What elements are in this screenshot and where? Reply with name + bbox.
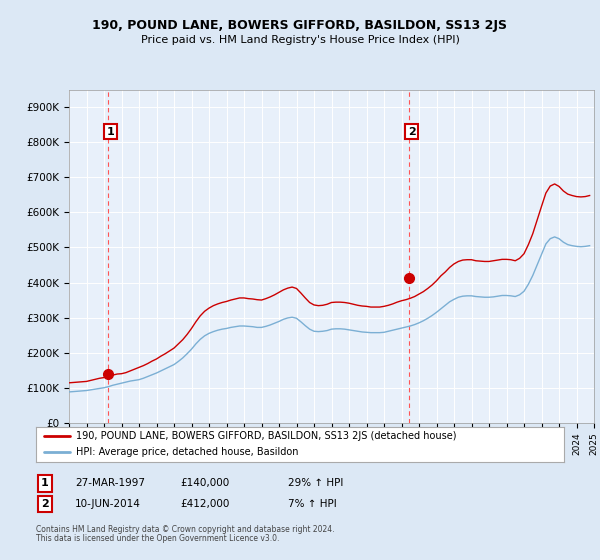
Text: Price paid vs. HM Land Registry's House Price Index (HPI): Price paid vs. HM Land Registry's House … [140,35,460,45]
Text: 2: 2 [408,127,416,137]
Text: 1: 1 [107,127,115,137]
Text: 190, POUND LANE, BOWERS GIFFORD, BASILDON, SS13 2JS: 190, POUND LANE, BOWERS GIFFORD, BASILDO… [92,18,508,32]
Text: 29% ↑ HPI: 29% ↑ HPI [288,478,343,488]
Text: This data is licensed under the Open Government Licence v3.0.: This data is licensed under the Open Gov… [36,534,280,543]
Text: £412,000: £412,000 [180,499,229,509]
Text: 10-JUN-2014: 10-JUN-2014 [75,499,141,509]
Text: HPI: Average price, detached house, Basildon: HPI: Average price, detached house, Basi… [76,447,298,458]
Text: 7% ↑ HPI: 7% ↑ HPI [288,499,337,509]
Text: Contains HM Land Registry data © Crown copyright and database right 2024.: Contains HM Land Registry data © Crown c… [36,525,335,534]
Text: 190, POUND LANE, BOWERS GIFFORD, BASILDON, SS13 2JS (detached house): 190, POUND LANE, BOWERS GIFFORD, BASILDO… [76,431,456,441]
Text: 1: 1 [41,478,49,488]
Text: £140,000: £140,000 [180,478,229,488]
Text: 2: 2 [41,499,49,509]
Text: 27-MAR-1997: 27-MAR-1997 [75,478,145,488]
